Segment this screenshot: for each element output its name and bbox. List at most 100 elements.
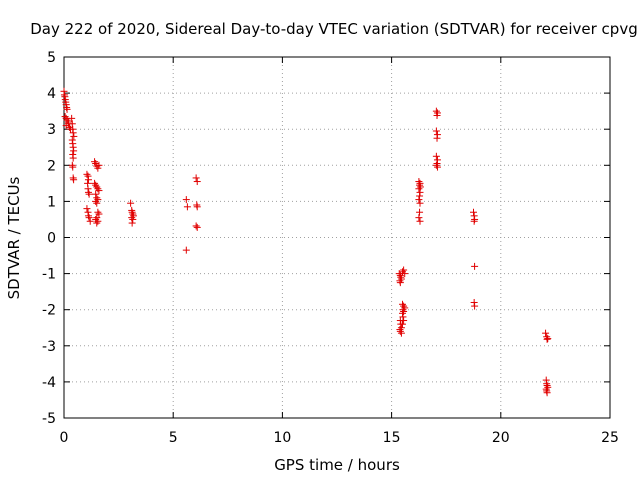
data-point <box>95 161 103 169</box>
data-point <box>542 329 550 337</box>
data-point <box>69 163 77 171</box>
data-point <box>416 192 424 200</box>
data-point <box>85 214 93 222</box>
data-point <box>129 212 137 220</box>
y-tick-label: -1 <box>42 267 56 283</box>
y-tick-label: 4 <box>47 86 56 102</box>
data-point <box>193 203 201 211</box>
data-point <box>94 185 102 193</box>
data-point <box>63 105 71 113</box>
data-point <box>432 152 440 160</box>
data-point <box>432 161 440 169</box>
x-tick-label: 5 <box>169 430 178 446</box>
data-point <box>401 304 409 312</box>
data-point <box>92 181 100 189</box>
data-point <box>91 179 99 187</box>
data-point <box>183 203 191 211</box>
data-point <box>397 275 405 283</box>
y-axis-label: SDTVAR / TECUs <box>5 176 23 299</box>
data-point <box>399 313 407 321</box>
data-point <box>432 127 440 135</box>
data-point <box>543 389 551 397</box>
y-tick-label: 0 <box>47 231 56 247</box>
chart-title: Day 222 of 2020, Sidereal Day-to-day VTE… <box>30 20 637 38</box>
x-axis-label: GPS time / hours <box>274 456 400 474</box>
data-point <box>415 214 423 222</box>
data-point <box>470 217 478 225</box>
data-point <box>68 114 76 122</box>
data-point <box>128 219 136 227</box>
data-point <box>63 116 71 124</box>
data-point <box>84 212 92 220</box>
data-point <box>432 107 440 115</box>
data-point <box>70 147 78 155</box>
data-point <box>94 208 102 216</box>
data-point <box>193 178 201 186</box>
data-point <box>400 266 408 274</box>
data-point <box>84 188 92 196</box>
data-point <box>193 223 201 231</box>
data-point <box>182 246 190 254</box>
data-point <box>400 317 408 325</box>
y-tick-label: -2 <box>42 303 56 319</box>
data-point <box>416 208 424 216</box>
data-point <box>85 190 93 198</box>
data-point <box>70 176 78 184</box>
data-point <box>65 123 73 131</box>
data-point <box>396 279 404 287</box>
data-point <box>83 205 91 213</box>
data-point <box>94 164 102 172</box>
data-point <box>95 210 103 218</box>
data-point <box>416 181 424 189</box>
data-point <box>92 190 100 198</box>
data-point <box>91 158 99 166</box>
data-point <box>83 170 91 178</box>
data-point <box>471 262 479 270</box>
x-tick-label: 0 <box>60 430 69 446</box>
data-point <box>433 134 441 142</box>
data-point <box>192 222 200 230</box>
axis-ticks: 0 5 10 15 20 25 -5 -4 -3 -2 -1 0 1 2 3 4 5 <box>42 50 619 446</box>
x-tick-label: 20 <box>492 430 510 446</box>
data-point <box>93 183 101 191</box>
data-point <box>69 129 77 137</box>
y-tick-label: 3 <box>47 122 56 138</box>
data-point <box>396 327 404 335</box>
data-point <box>471 302 479 310</box>
data-point <box>182 196 190 204</box>
x-tick-label: 10 <box>273 430 291 446</box>
y-tick-label: -5 <box>42 411 56 427</box>
data-point <box>400 308 408 316</box>
data-point <box>129 215 137 223</box>
data-point <box>93 219 101 227</box>
data-point <box>416 199 424 207</box>
data-point <box>470 208 477 216</box>
data-point <box>415 185 423 193</box>
y-tick-label: 2 <box>47 158 56 174</box>
data-point <box>69 154 77 162</box>
data-point <box>415 178 423 186</box>
data-point <box>543 335 551 343</box>
data-point <box>544 335 552 343</box>
data-point <box>401 270 409 278</box>
data-point <box>397 329 405 337</box>
data-point <box>192 174 200 182</box>
data-point <box>93 199 101 207</box>
data-point <box>544 383 552 391</box>
data-point <box>92 197 100 205</box>
data-point <box>415 196 423 204</box>
y-tick-label: -3 <box>42 339 56 355</box>
data-point <box>84 176 92 184</box>
data-points <box>60 87 552 397</box>
x-tick-label: 25 <box>601 430 619 446</box>
y-tick-label: 1 <box>47 194 56 210</box>
x-tick-label: 15 <box>383 430 401 446</box>
data-point <box>399 320 407 328</box>
y-tick-label: 5 <box>47 50 56 66</box>
data-point <box>61 113 69 121</box>
data-point <box>95 187 103 195</box>
data-point <box>127 199 135 207</box>
data-point <box>433 163 441 171</box>
data-point <box>70 132 78 140</box>
data-point <box>433 111 441 119</box>
